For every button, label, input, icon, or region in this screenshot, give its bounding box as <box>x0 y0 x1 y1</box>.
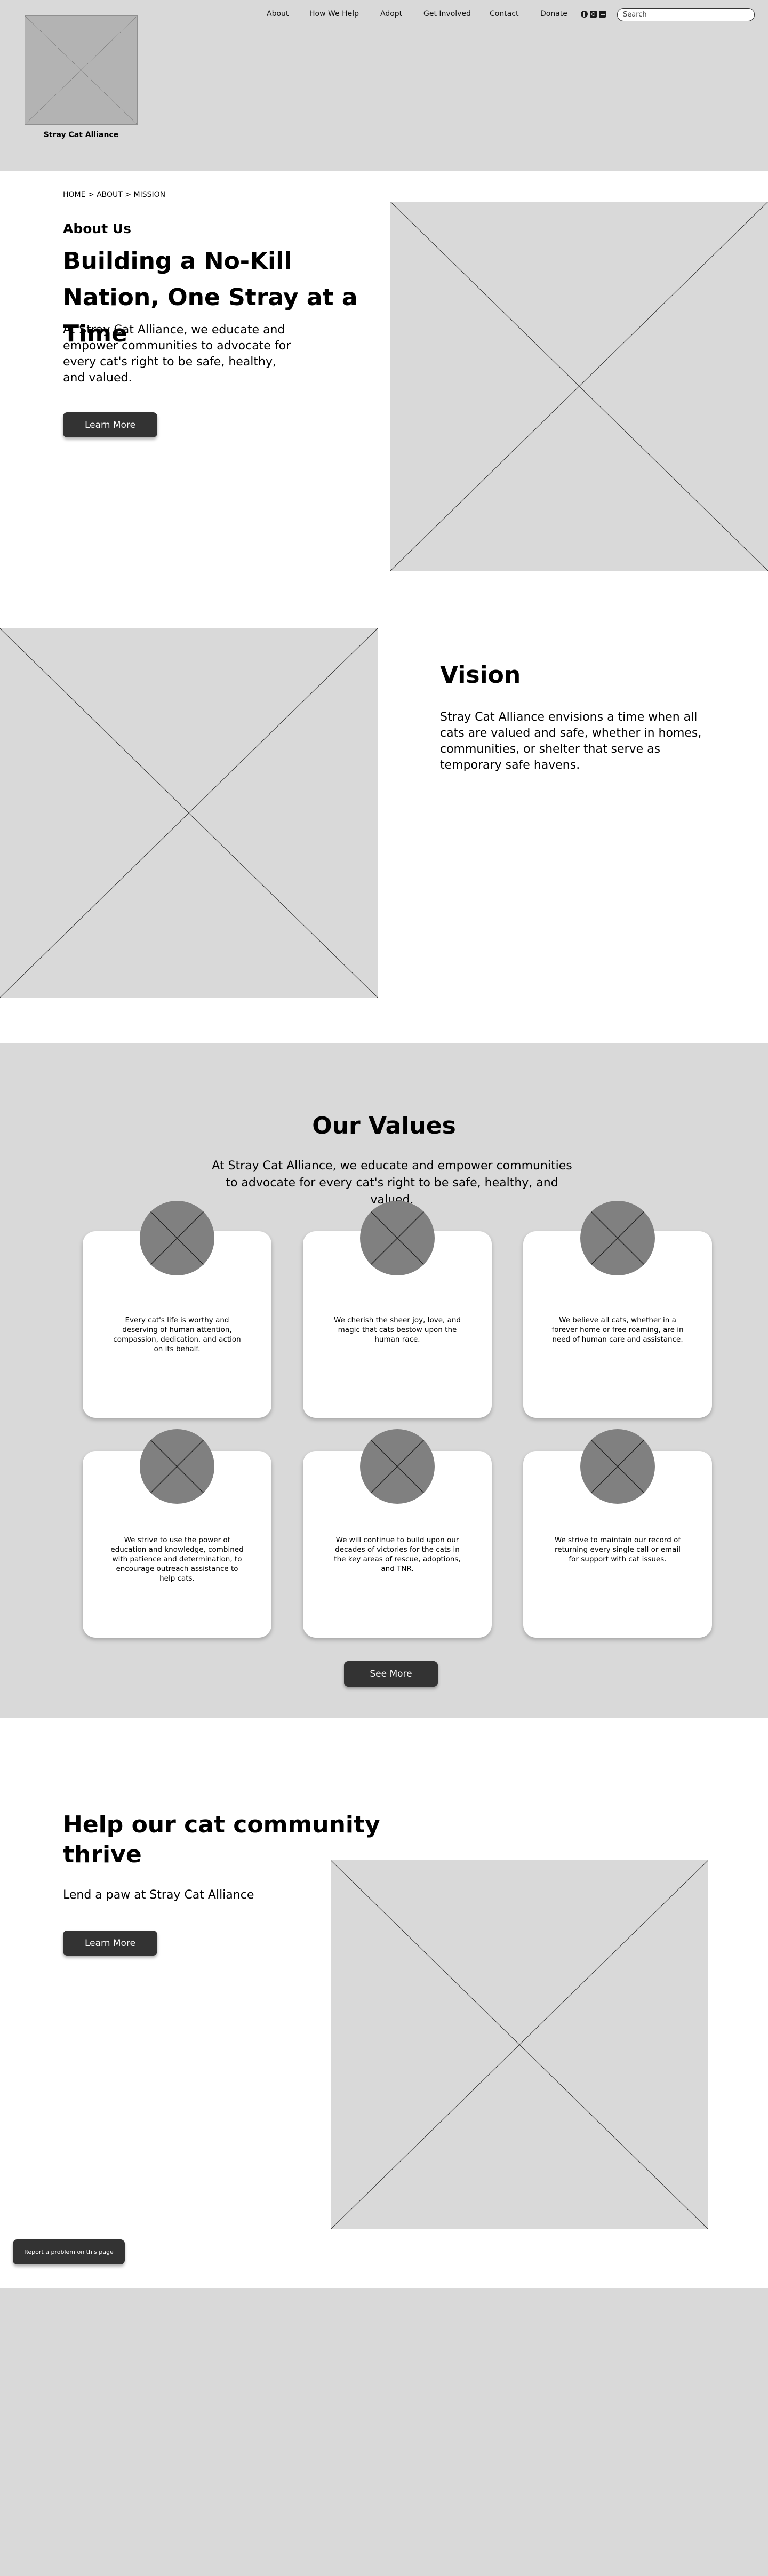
facebook-icon[interactable] <box>581 11 588 18</box>
instagram-icon[interactable] <box>590 11 597 18</box>
logo-text[interactable]: Stray Cat Alliance <box>43 131 119 139</box>
value-card-text: We will continue to build upon our decad… <box>334 1536 461 1573</box>
value-icon <box>580 1429 655 1504</box>
hero-description: At Stray Cat Alliance, we educate and em… <box>63 323 291 385</box>
section-eyebrow: About Us <box>63 221 132 236</box>
value-card-text: We strive to use the power of education … <box>110 1536 244 1583</box>
help-description: Lend a paw at Stray Cat Alliance <box>63 1888 254 1902</box>
value-icon <box>580 1201 655 1275</box>
vision-image <box>0 628 378 998</box>
nav-donate[interactable]: Donate <box>540 10 567 18</box>
logo-image[interactable] <box>25 15 138 125</box>
vision-title: Vision <box>440 661 521 689</box>
values-description: At Stray Cat Alliance, we educate and em… <box>212 1159 572 1207</box>
nav-contact[interactable]: Contact <box>490 10 519 18</box>
help-learn-more-button[interactable]: Learn More <box>63 1931 157 1956</box>
value-card-text: We believe all cats, whether in a foreve… <box>551 1316 684 1344</box>
value-card-text: We strive to maintain our record of retu… <box>554 1536 681 1564</box>
values-title: Our Values <box>312 1112 456 1139</box>
value-card-text: We cherish the sheer joy, love, and magi… <box>334 1316 461 1344</box>
value-icon <box>360 1429 435 1504</box>
see-more-button[interactable]: See More <box>344 1661 438 1687</box>
report-problem-button[interactable]: Report a problem on this page <box>13 2239 125 2264</box>
help-image <box>331 1860 708 2229</box>
learn-more-button[interactable]: Learn More <box>63 412 157 437</box>
page-title: Building a No-Kill Nation, One Stray at … <box>63 248 358 347</box>
value-icon <box>360 1201 435 1275</box>
site-footer <box>0 2288 768 2576</box>
breadcrumb: HOME > ABOUT > MISSION <box>63 190 166 199</box>
nav-about[interactable]: About <box>267 10 289 18</box>
help-title: Help our cat community thrive <box>63 1811 380 1868</box>
hero-image <box>390 202 768 571</box>
vision-description: Stray Cat Alliance envisions a time when… <box>440 711 702 772</box>
value-icon <box>140 1429 214 1504</box>
nav-adopt[interactable]: Adopt <box>380 10 403 18</box>
twitter-icon[interactable] <box>599 11 606 18</box>
value-card-text: Every cat's life is worthy and deserving… <box>113 1316 241 1353</box>
value-icon <box>140 1201 214 1275</box>
search-input[interactable] <box>617 8 755 21</box>
nav-get-involved[interactable]: Get Involved <box>423 10 471 18</box>
nav-how-we-help[interactable]: How We Help <box>309 10 359 18</box>
